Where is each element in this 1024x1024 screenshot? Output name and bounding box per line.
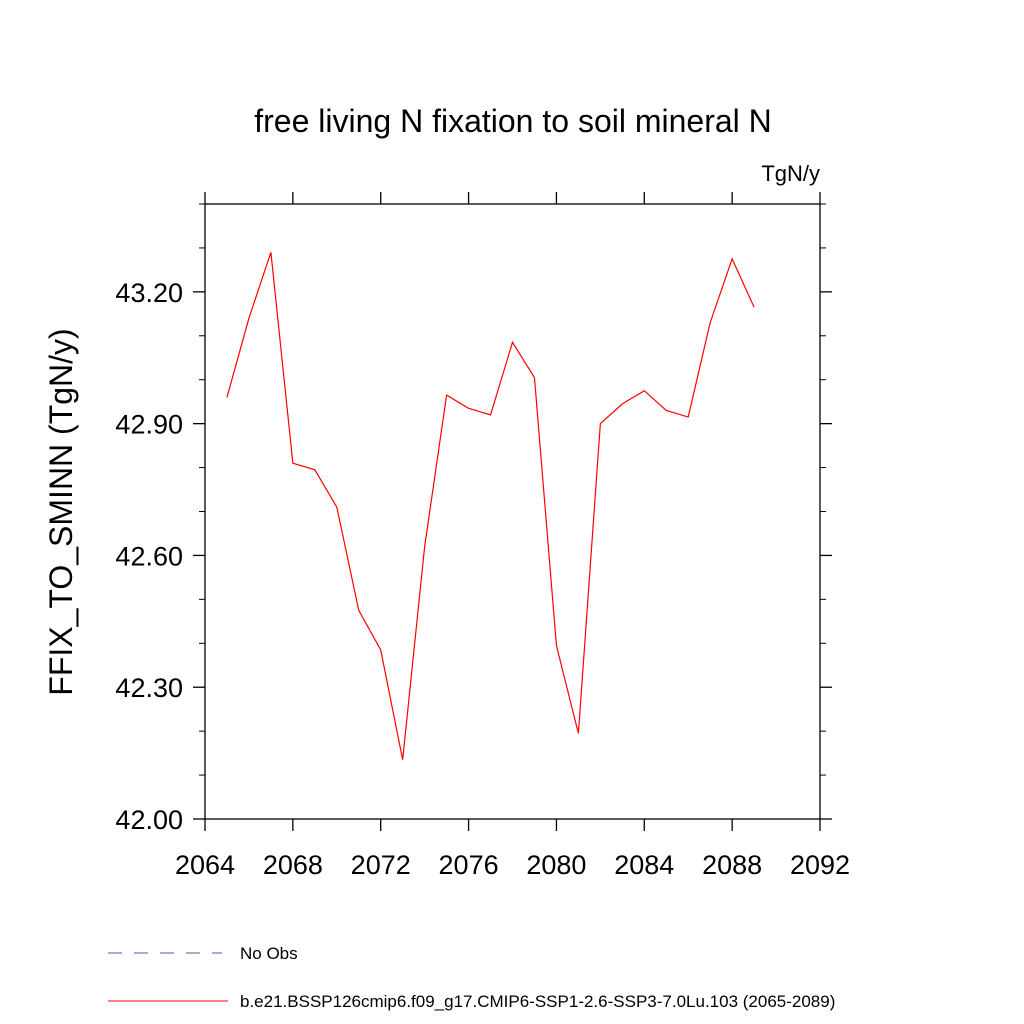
x-tick-label: 2092 [790, 850, 850, 880]
x-tick-label: 2080 [526, 850, 586, 880]
x-tick-label: 2072 [351, 850, 411, 880]
y-tick-label: 42.30 [115, 673, 183, 703]
x-tick-label: 2084 [614, 850, 674, 880]
series-line [226, 252, 755, 760]
units-label: TgN/y [761, 161, 820, 186]
x-tick-label: 2068 [263, 850, 323, 880]
y-tick-label: 42.00 [115, 805, 183, 835]
legend: No Obs b.e21.BSSP126cmip6.f09_g17.CMIP6-… [108, 944, 835, 1011]
x-tick-label: 2064 [175, 850, 235, 880]
data-series [226, 252, 755, 760]
chart-title: free living N fixation to soil mineral N [254, 103, 772, 139]
x-tick-labels: 2064 2068 2072 2076 2080 2084 2088 2092 [175, 850, 850, 880]
y-tick-labels: 42.00 42.30 42.60 42.90 43.20 [115, 278, 183, 835]
y-axis-label: FFIX_TO_SMINN (TgN/y) [43, 328, 79, 695]
x-tick-label: 2088 [702, 850, 762, 880]
plot-frame [204, 203, 821, 820]
y-tick-label: 42.60 [115, 541, 183, 571]
y-tick-label: 42.90 [115, 410, 183, 440]
x-tick-label: 2076 [439, 850, 499, 880]
legend-label-model: b.e21.BSSP126cmip6.f09_g17.CMIP6-SSP1-2.… [240, 992, 835, 1011]
axis-ticks [193, 192, 832, 831]
legend-label-no-obs: No Obs [240, 944, 298, 963]
y-tick-label: 43.20 [115, 278, 183, 308]
